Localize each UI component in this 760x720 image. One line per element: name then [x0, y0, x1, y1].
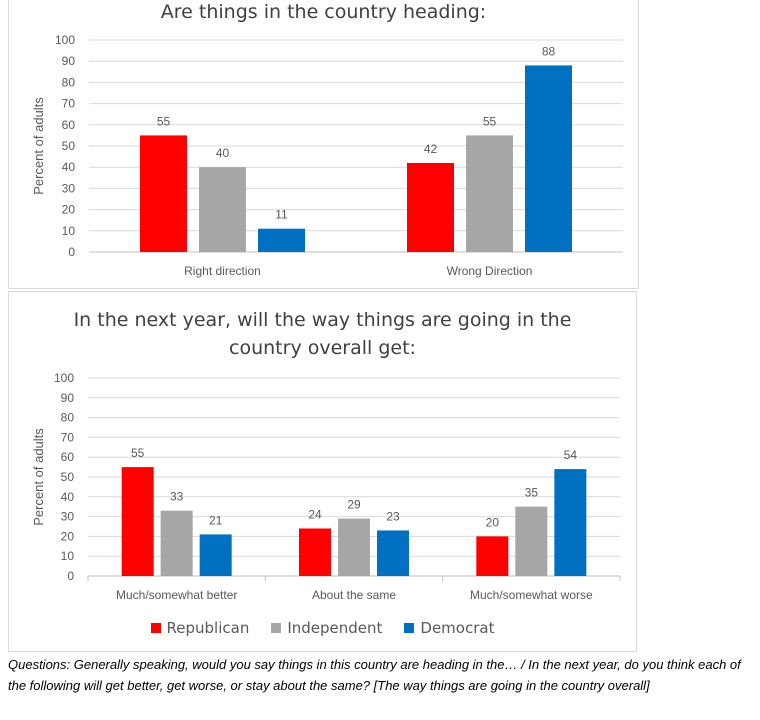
chart-panel-outlook: In the next year, will the way things ar…	[8, 291, 637, 652]
x-tick-label: Much/somewhat worse	[470, 588, 593, 602]
bar	[554, 469, 587, 576]
y-tick-label: 0	[67, 569, 74, 583]
bar	[407, 162, 454, 252]
bar	[466, 135, 513, 252]
legend-item-democrat: Democrat	[404, 619, 494, 637]
y-tick-label: 90	[61, 391, 75, 405]
data-label: 24	[308, 507, 322, 521]
data-label: 40	[216, 146, 230, 160]
data-label: 88	[542, 44, 556, 58]
bar	[377, 530, 409, 576]
legend-item-republican: Republican	[150, 619, 250, 637]
y-tick-label: 50	[61, 470, 75, 484]
data-label: 23	[386, 509, 400, 523]
data-label: 20	[486, 515, 500, 529]
data-label: 33	[170, 490, 184, 504]
legend-label: Democrat	[420, 619, 495, 637]
y-tick-label: 100	[54, 371, 74, 385]
legend-swatch	[404, 623, 415, 633]
y-tick-label: 100	[55, 33, 75, 47]
y-tick-label: 30	[62, 181, 76, 195]
data-label: 11	[275, 208, 288, 222]
y-tick-label: 60	[62, 118, 76, 132]
data-label: 21	[209, 513, 223, 527]
bar	[160, 510, 193, 576]
y-tick-label: 10	[61, 549, 75, 563]
y-tick-label: 40	[62, 160, 76, 174]
bar	[338, 518, 370, 576]
chart-title: In the next year, will the way things ar…	[73, 309, 572, 359]
bar	[199, 167, 246, 252]
x-tick-label: Right direction	[184, 264, 261, 278]
bar	[258, 228, 305, 252]
data-label: 55	[157, 114, 171, 128]
footnote: Questions: Generally speaking, would you…	[8, 657, 741, 693]
y-tick-label: 10	[62, 224, 76, 238]
chart-title: Are things in the country heading:	[160, 1, 487, 23]
y-tick-label: 40	[61, 490, 75, 504]
legend-swatch	[150, 623, 161, 633]
x-tick-label: Wrong Direction	[447, 264, 533, 278]
chart-outlook: Percent of adults 0 10 20 30 40 50 60 70 80 90 100…	[31, 371, 621, 602]
bar	[525, 65, 572, 252]
data-label: 54	[564, 448, 578, 462]
legend-label: Republican	[166, 619, 250, 637]
bar	[199, 534, 232, 576]
data-label: 55	[483, 114, 497, 128]
data-label: 55	[131, 446, 145, 460]
y-tick-label: 0	[68, 245, 75, 259]
y-axis-label: Percent of adults	[31, 428, 46, 526]
bar	[476, 536, 509, 576]
bar	[140, 135, 187, 252]
y-tick-label: 80	[62, 75, 76, 89]
y-tick-label: 30	[61, 510, 75, 524]
x-tick-label: Much/somewhat better	[116, 588, 237, 602]
data-label: 35	[525, 486, 539, 500]
y-tick-label: 50	[62, 139, 76, 153]
y-tick-label: 20	[61, 529, 75, 543]
legend-label: Independent	[287, 619, 383, 637]
x-tick-label: About the same	[312, 588, 396, 602]
y-tick-label: 80	[61, 411, 75, 425]
data-label: 42	[424, 142, 438, 156]
chart-direction: Percent of adults 0 10 20 30 40 50 60 70 80 90 100…	[31, 33, 623, 278]
data-label: 29	[347, 498, 361, 512]
bar	[299, 528, 331, 576]
chart-panel-direction: Are things in the country heading: Perce…	[8, 0, 639, 289]
y-tick-label: 60	[61, 450, 75, 464]
legend-item-independent: Independent	[271, 619, 382, 637]
y-axis-label: Percent of adults	[31, 97, 46, 195]
y-tick-label: 90	[62, 54, 76, 68]
y-tick-label: 20	[62, 203, 76, 217]
legend: Republican Independent Democrat	[9, 619, 636, 637]
y-tick-label: 70	[62, 97, 76, 111]
y-tick-label: 70	[61, 430, 75, 444]
bar	[515, 506, 548, 576]
legend-swatch	[271, 623, 282, 633]
bar	[121, 467, 154, 576]
